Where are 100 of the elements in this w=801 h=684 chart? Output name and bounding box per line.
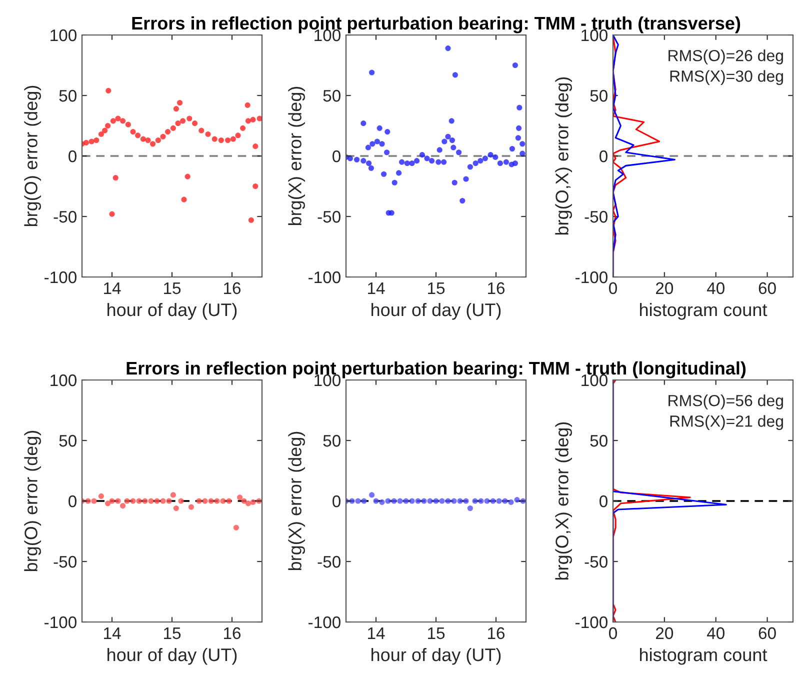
y-tick-label: -100: [576, 271, 608, 284]
point: [478, 498, 484, 504]
y-tick-label: -50: [584, 210, 608, 223]
point: [452, 180, 458, 186]
point: [177, 100, 183, 106]
point: [244, 102, 250, 108]
point: [102, 128, 108, 134]
point: [429, 158, 435, 164]
point: [148, 498, 154, 504]
x-tick-label: 14: [368, 627, 385, 639]
point: [240, 125, 246, 131]
point: [497, 160, 503, 166]
annotation: RMS(X)=30 deg: [670, 70, 783, 85]
point: [516, 104, 522, 110]
point: [450, 144, 456, 150]
point: [456, 150, 462, 156]
annotation: RMS(O)=56 deg: [668, 394, 783, 410]
point: [355, 498, 361, 504]
y-tick-label: 0: [332, 150, 340, 162]
point: [366, 160, 372, 166]
point: [463, 176, 469, 182]
x-tick-label: 40: [706, 627, 724, 640]
x-tick-label: 20: [656, 627, 674, 640]
point: [230, 136, 236, 142]
point: [512, 160, 518, 166]
point: [368, 165, 374, 171]
point: [170, 125, 176, 131]
x-axis-title: hour of day (UT): [372, 648, 501, 665]
point: [233, 524, 239, 530]
point: [415, 498, 421, 504]
point: [448, 118, 454, 124]
point: [392, 180, 398, 186]
point: [208, 498, 214, 504]
point: [496, 498, 502, 504]
point: [83, 140, 89, 146]
point: [245, 118, 251, 124]
point: [361, 498, 367, 504]
point: [130, 129, 136, 135]
point: [484, 498, 490, 504]
x-tick-label: 16: [224, 627, 241, 640]
point: [245, 500, 251, 506]
point: [419, 152, 425, 158]
point: [508, 499, 514, 505]
point: [125, 122, 131, 128]
point: [212, 136, 218, 142]
point: [396, 170, 402, 176]
point: [433, 498, 439, 504]
point: [256, 116, 262, 122]
y-tick-label: 50: [590, 90, 608, 102]
point: [478, 158, 484, 164]
y-tick-label: -100: [308, 616, 340, 628]
point: [472, 160, 478, 166]
point: [512, 62, 518, 68]
point: [120, 118, 126, 124]
x-tick-label: 16: [224, 282, 241, 294]
point: [124, 498, 130, 504]
point: [409, 498, 415, 504]
point: [218, 137, 224, 144]
y-tick-label: -100: [44, 616, 76, 628]
point: [186, 116, 192, 122]
point: [170, 492, 176, 498]
point: [173, 505, 179, 512]
y-tick-label: 0: [600, 150, 608, 162]
point: [130, 498, 136, 504]
point: [374, 138, 380, 144]
point: [452, 72, 458, 78]
x-tick-label: 15: [428, 627, 445, 640]
point: [445, 46, 451, 52]
x-tick-label: 0: [609, 627, 617, 640]
point: [457, 498, 463, 504]
point: [414, 158, 420, 164]
point: [205, 131, 211, 137]
point: [369, 492, 375, 498]
point: [492, 154, 498, 160]
y-axis-title: brg(O,X) error (deg): [555, 422, 572, 580]
x-axis-title: histogram count: [640, 302, 768, 320]
point: [482, 156, 488, 162]
point: [173, 106, 179, 112]
point: [188, 504, 194, 510]
point: [436, 159, 442, 165]
y-tick-label: 100: [582, 374, 608, 386]
x-axis-title: histogram count: [640, 648, 768, 665]
point: [252, 183, 258, 190]
point: [467, 505, 473, 512]
point: [467, 164, 473, 170]
point: [502, 498, 508, 504]
point: [175, 120, 181, 126]
point: [427, 498, 433, 504]
point: [439, 498, 445, 504]
point: [250, 499, 256, 505]
point: [409, 160, 415, 166]
y-tick-label: 100: [50, 374, 76, 386]
point: [384, 150, 390, 156]
annotation: RMS(X)=21 deg: [670, 415, 783, 430]
point: [449, 137, 455, 144]
point: [136, 498, 142, 504]
point: [226, 498, 232, 504]
y-tick-label: 0: [68, 495, 76, 508]
point: [105, 500, 111, 506]
point: [391, 498, 397, 504]
